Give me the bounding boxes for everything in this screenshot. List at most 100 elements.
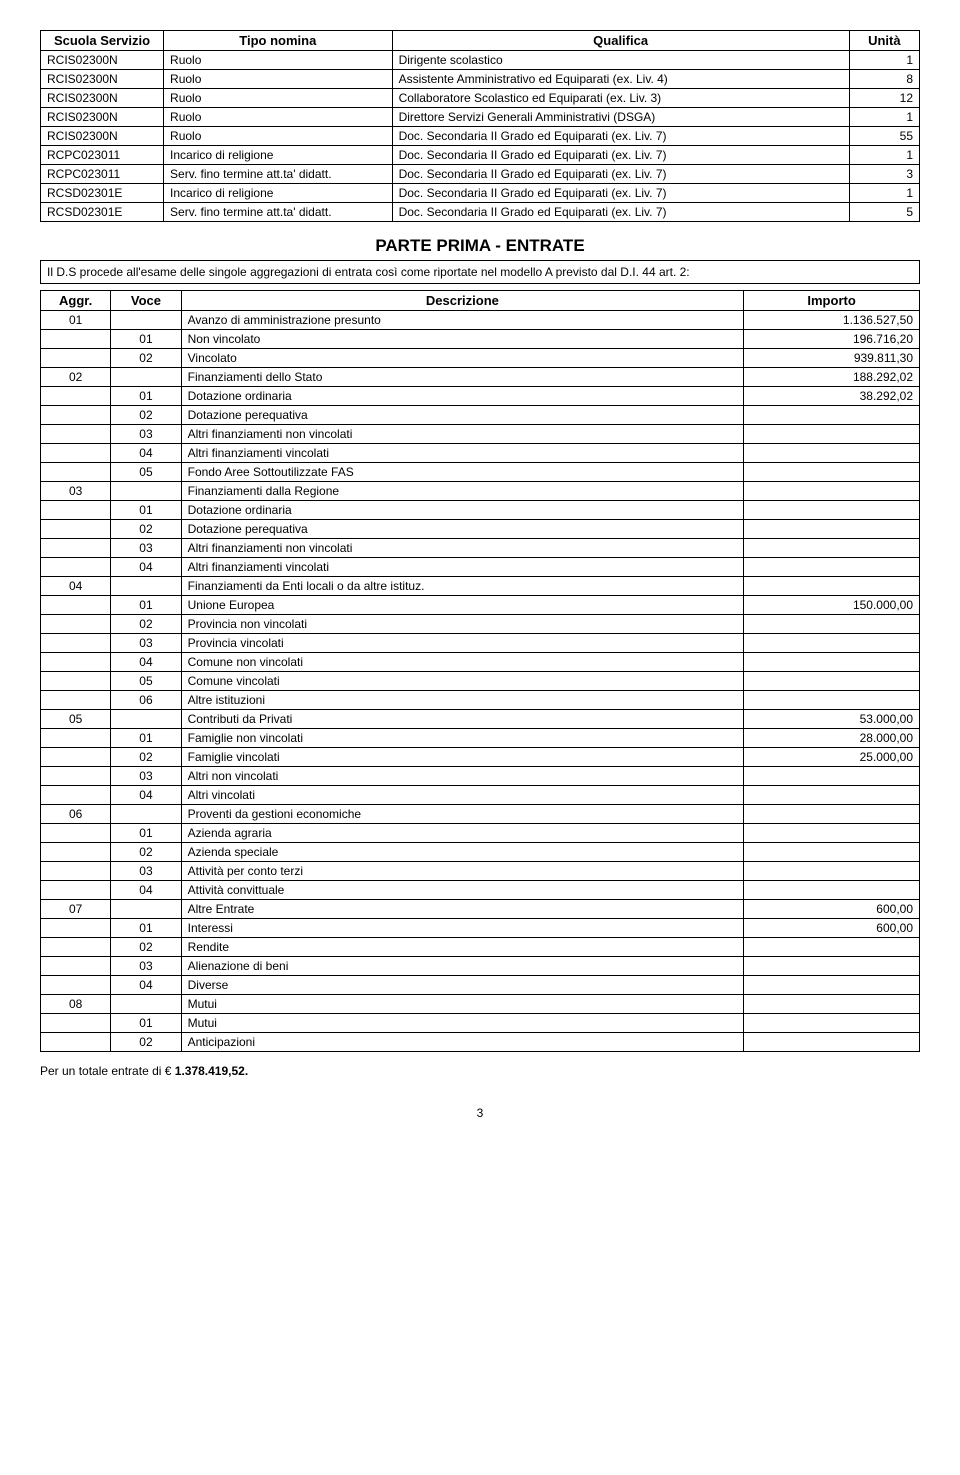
cell-descr: Anticipazioni [181, 1033, 744, 1052]
table-row: 01Famiglie non vincolati28.000,00 [41, 729, 920, 748]
cell-descr: Altri non vincolati [181, 767, 744, 786]
cell-aggr [41, 349, 111, 368]
table-row: 02Famiglie vincolati25.000,00 [41, 748, 920, 767]
cell-importo: 188.292,02 [744, 368, 920, 387]
header-voce: Voce [111, 291, 181, 311]
cell-importo [744, 634, 920, 653]
cell-descr: Avanzo di amministrazione presunto [181, 311, 744, 330]
cell-aggr [41, 406, 111, 425]
cell-voce: 02 [111, 748, 181, 767]
cell-scuola: RCSD02301E [41, 184, 164, 203]
cell-qualifica: Dirigente scolastico [392, 51, 849, 70]
table-row: 03Altri non vincolati [41, 767, 920, 786]
cell-importo [744, 786, 920, 805]
table-row: 01Interessi600,00 [41, 919, 920, 938]
cell-importo: 28.000,00 [744, 729, 920, 748]
cell-descr: Rendite [181, 938, 744, 957]
table-row: 04Altri finanziamenti vincolati [41, 558, 920, 577]
table-row: RCSD02301EIncarico di religioneDoc. Seco… [41, 184, 920, 203]
cell-descr: Famiglie vincolati [181, 748, 744, 767]
cell-scuola: RCSD02301E [41, 203, 164, 222]
cell-qualifica: Doc. Secondaria II Grado ed Equiparati (… [392, 203, 849, 222]
cell-unita: 8 [849, 70, 919, 89]
cell-unita: 1 [849, 108, 919, 127]
table-row: 02Azienda speciale [41, 843, 920, 862]
cell-importo: 196.716,20 [744, 330, 920, 349]
table-row: 04Diverse [41, 976, 920, 995]
cell-descr: Contributi da Privati [181, 710, 744, 729]
table-row: 05Comune vincolati [41, 672, 920, 691]
cell-descr: Provincia non vincolati [181, 615, 744, 634]
cell-descr: Non vincolato [181, 330, 744, 349]
cell-descr: Dotazione perequativa [181, 406, 744, 425]
cell-aggr [41, 539, 111, 558]
cell-unita: 1 [849, 51, 919, 70]
cell-aggr [41, 729, 111, 748]
cell-descr: Comune non vincolati [181, 653, 744, 672]
cell-voce: 04 [111, 444, 181, 463]
cell-descr: Comune vincolati [181, 672, 744, 691]
cell-importo: 150.000,00 [744, 596, 920, 615]
table-row: 04Comune non vincolati [41, 653, 920, 672]
cell-scuola: RCIS02300N [41, 70, 164, 89]
table-row: RCPC023011Incarico di religioneDoc. Seco… [41, 146, 920, 165]
cell-aggr: 07 [41, 900, 111, 919]
table-row: RCPC023011Serv. fino termine att.ta' did… [41, 165, 920, 184]
cell-importo [744, 482, 920, 501]
cell-voce: 02 [111, 1033, 181, 1052]
cell-importo [744, 805, 920, 824]
cell-scuola: RCIS02300N [41, 108, 164, 127]
table-row: 03Finanziamenti dalla Regione [41, 482, 920, 501]
table-row: 03Altri finanziamenti non vincolati [41, 539, 920, 558]
cell-tipo: Serv. fino termine att.ta' didatt. [164, 203, 393, 222]
cell-unita: 3 [849, 165, 919, 184]
cell-voce: 02 [111, 406, 181, 425]
cell-tipo: Incarico di religione [164, 184, 393, 203]
cell-aggr [41, 691, 111, 710]
cell-scuola: RCIS02300N [41, 51, 164, 70]
cell-descr: Vincolato [181, 349, 744, 368]
cell-aggr [41, 634, 111, 653]
cell-importo [744, 938, 920, 957]
cell-aggr [41, 463, 111, 482]
table-row: 07Altre Entrate600,00 [41, 900, 920, 919]
cell-voce: 03 [111, 957, 181, 976]
cell-tipo: Incarico di religione [164, 146, 393, 165]
staff-table: Scuola Servizio Tipo nomina Qualifica Un… [40, 30, 920, 222]
table-row: RCIS02300NRuoloDirettore Servizi General… [41, 108, 920, 127]
cell-voce: 02 [111, 843, 181, 862]
cell-aggr: 08 [41, 995, 111, 1014]
cell-importo [744, 444, 920, 463]
cell-unita: 55 [849, 127, 919, 146]
cell-importo: 600,00 [744, 900, 920, 919]
table-row: 03Alienazione di beni [41, 957, 920, 976]
cell-descr: Finanziamenti da Enti locali o da altre … [181, 577, 744, 596]
cell-voce: 01 [111, 387, 181, 406]
cell-aggr: 05 [41, 710, 111, 729]
table-row: RCSD02301EServ. fino termine att.ta' did… [41, 203, 920, 222]
cell-descr: Altri finanziamenti non vincolati [181, 539, 744, 558]
cell-voce [111, 710, 181, 729]
table-row: 08Mutui [41, 995, 920, 1014]
cell-descr: Finanziamenti dello Stato [181, 368, 744, 387]
cell-aggr [41, 558, 111, 577]
cell-importo [744, 463, 920, 482]
cell-descr: Altri vincolati [181, 786, 744, 805]
table-row: 02Anticipazioni [41, 1033, 920, 1052]
cell-importo [744, 767, 920, 786]
cell-descr: Dotazione ordinaria [181, 387, 744, 406]
cell-descr: Dotazione perequativa [181, 520, 744, 539]
cell-descr: Dotazione ordinaria [181, 501, 744, 520]
cell-voce: 01 [111, 501, 181, 520]
cell-descr: Unione Europea [181, 596, 744, 615]
cell-importo [744, 1033, 920, 1052]
cell-qualifica: Collaboratore Scolastico ed Equiparati (… [392, 89, 849, 108]
cell-tipo: Ruolo [164, 108, 393, 127]
table-row: RCIS02300NRuoloCollaboratore Scolastico … [41, 89, 920, 108]
cell-unita: 5 [849, 203, 919, 222]
cell-voce: 04 [111, 558, 181, 577]
cell-descr: Attività per conto terzi [181, 862, 744, 881]
cell-voce [111, 995, 181, 1014]
cell-importo [744, 976, 920, 995]
cell-voce [111, 368, 181, 387]
